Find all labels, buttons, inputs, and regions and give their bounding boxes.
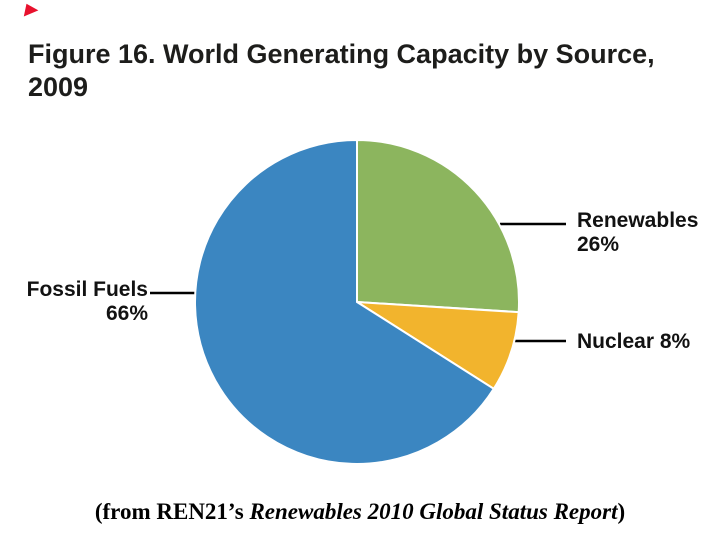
label-renewables: Renewables 26%	[577, 209, 698, 257]
fossil-fuels-name: Fossil Fuels	[26, 278, 148, 301]
caption-suffix: )	[617, 499, 626, 524]
pie-slice-renewables	[356, 138, 520, 314]
renewables-percent: 26%	[577, 233, 620, 257]
nuclear-name-percent: Nuclear 8%	[577, 330, 691, 353]
figure-title: Figure 16. World Generating Capacity by …	[28, 39, 655, 103]
caption-report-title: Renewables 2010 Global Status Report	[249, 499, 618, 524]
label-nuclear: Nuclear 8%	[577, 330, 690, 354]
pie-slice-fossil-fuels	[194, 138, 496, 465]
label-fossil-fuels: Fossil Fuels 66%	[0, 278, 148, 326]
renewables-name: Renewables	[577, 209, 699, 232]
fossil-fuels-percent: 66%	[105, 302, 148, 326]
caption-prefix: (from REN21’s	[94, 499, 250, 524]
caption: (from REN21’s Renewables 2010 Global Sta…	[0, 499, 720, 525]
